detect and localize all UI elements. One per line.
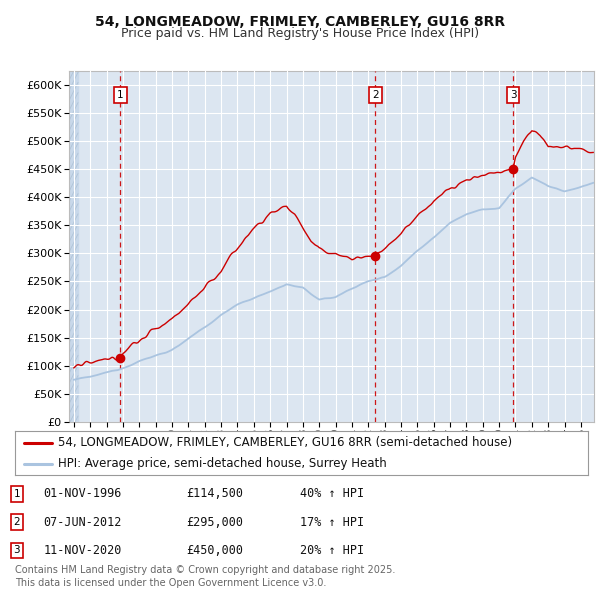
Text: 3: 3: [13, 546, 20, 555]
Text: 11-NOV-2020: 11-NOV-2020: [43, 544, 122, 557]
Polygon shape: [69, 71, 78, 422]
Text: 2: 2: [13, 517, 20, 527]
Text: £295,000: £295,000: [186, 516, 243, 529]
Text: HPI: Average price, semi-detached house, Surrey Heath: HPI: Average price, semi-detached house,…: [58, 457, 387, 470]
Text: Contains HM Land Registry data © Crown copyright and database right 2025.
This d: Contains HM Land Registry data © Crown c…: [15, 565, 395, 588]
Text: 2: 2: [372, 90, 379, 100]
Text: 07-JUN-2012: 07-JUN-2012: [43, 516, 122, 529]
Text: £114,500: £114,500: [186, 487, 243, 500]
Text: 54, LONGMEADOW, FRIMLEY, CAMBERLEY, GU16 8RR (semi-detached house): 54, LONGMEADOW, FRIMLEY, CAMBERLEY, GU16…: [58, 436, 512, 449]
Text: 3: 3: [510, 90, 517, 100]
Text: 20% ↑ HPI: 20% ↑ HPI: [300, 544, 364, 557]
Text: 1: 1: [13, 489, 20, 499]
Text: 01-NOV-1996: 01-NOV-1996: [43, 487, 122, 500]
Text: 1: 1: [117, 90, 124, 100]
Text: 54, LONGMEADOW, FRIMLEY, CAMBERLEY, GU16 8RR: 54, LONGMEADOW, FRIMLEY, CAMBERLEY, GU16…: [95, 15, 505, 29]
Text: 17% ↑ HPI: 17% ↑ HPI: [300, 516, 364, 529]
Text: 40% ↑ HPI: 40% ↑ HPI: [300, 487, 364, 500]
Text: £450,000: £450,000: [186, 544, 243, 557]
Text: Price paid vs. HM Land Registry's House Price Index (HPI): Price paid vs. HM Land Registry's House …: [121, 27, 479, 40]
